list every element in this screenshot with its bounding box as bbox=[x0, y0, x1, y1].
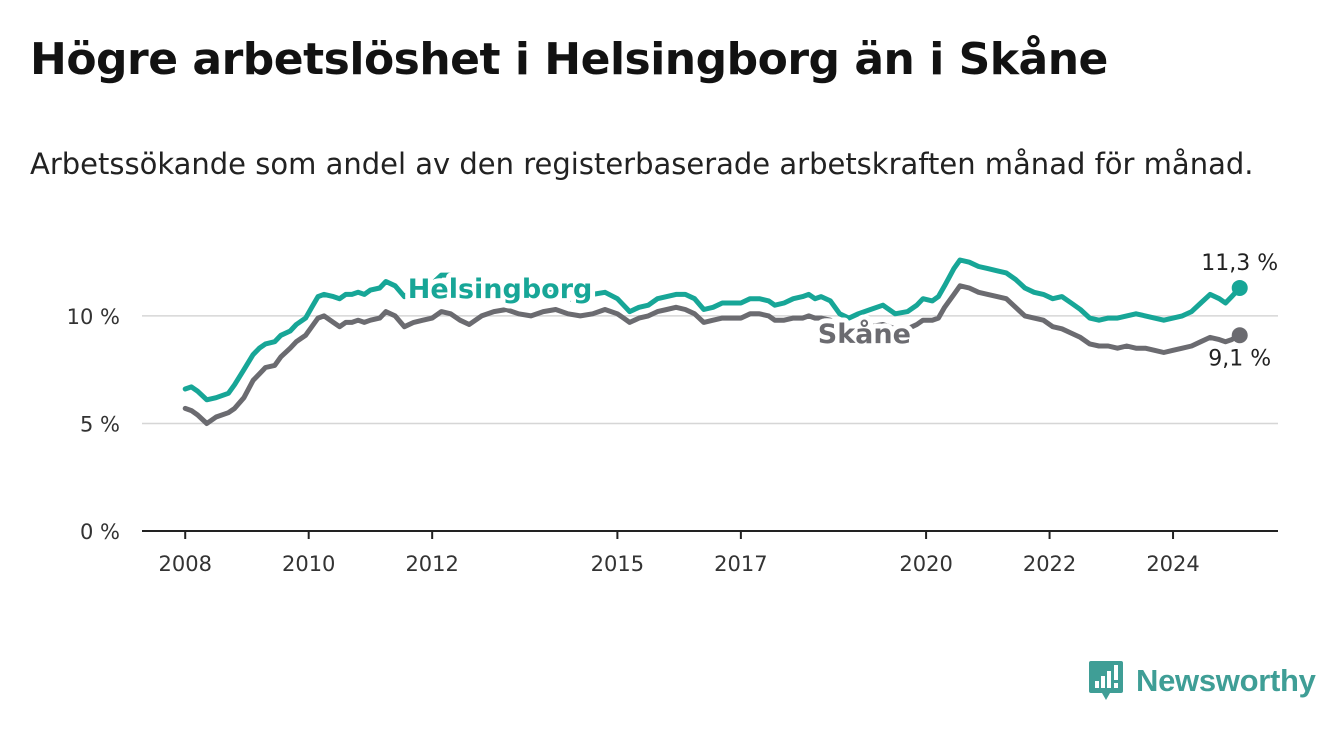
series-label-skane: Skåne bbox=[818, 318, 911, 350]
x-axis-ticks: 2008 2010 2012 2015 2017 2020 2022 2024 bbox=[158, 531, 1200, 576]
series-line-helsingborg bbox=[182, 257, 1243, 403]
x-tick-label: 2015 bbox=[591, 552, 644, 576]
x-tick-label: 2017 bbox=[714, 552, 767, 576]
end-value-skane-halo: 9,1 % bbox=[1208, 346, 1271, 371]
y-tick-label: 0 % bbox=[80, 520, 120, 544]
series-end-point-skåne bbox=[1231, 327, 1248, 344]
x-tick-label: 2012 bbox=[405, 552, 458, 576]
chart-subtitle: Arbetssökande som andel av den registerb… bbox=[30, 147, 1254, 181]
y-axis-ticks: 0 % 5 % 10 % bbox=[67, 305, 120, 544]
series-line-skåne bbox=[182, 283, 1243, 426]
x-tick-label: 2024 bbox=[1146, 552, 1199, 576]
x-tick-label: 2020 bbox=[899, 552, 952, 576]
series-end-point-helsingborg bbox=[1231, 279, 1248, 296]
newsworthy-logo: Newsworthy bbox=[1088, 660, 1316, 702]
end-value-skane: 9,1 % bbox=[1208, 346, 1271, 371]
x-tick-label: 2022 bbox=[1023, 552, 1076, 576]
y-tick-label: 10 % bbox=[67, 305, 120, 329]
end-value-helsingborg-halo: 11,3 % bbox=[1201, 251, 1278, 276]
x-tick-label: 2008 bbox=[158, 552, 211, 576]
series-label-helsingborg: Helsingborg bbox=[408, 274, 593, 305]
series-lines bbox=[182, 257, 1248, 426]
brand-name: Newsworthy bbox=[1136, 663, 1316, 698]
chart-title: Högre arbetslöshet i Helsingborg än i Sk… bbox=[30, 34, 1108, 85]
series-label-helsingborg-halo: Helsingborg bbox=[408, 274, 593, 305]
y-tick-label: 5 % bbox=[80, 412, 120, 436]
series-label-skane-halo: Skåne bbox=[818, 318, 911, 350]
bar-chart-exclamation-icon bbox=[1089, 661, 1123, 700]
grid-lines bbox=[142, 315, 1278, 425]
x-tick-label: 2010 bbox=[282, 552, 335, 576]
end-value-helsingborg: 11,3 % bbox=[1201, 251, 1278, 276]
